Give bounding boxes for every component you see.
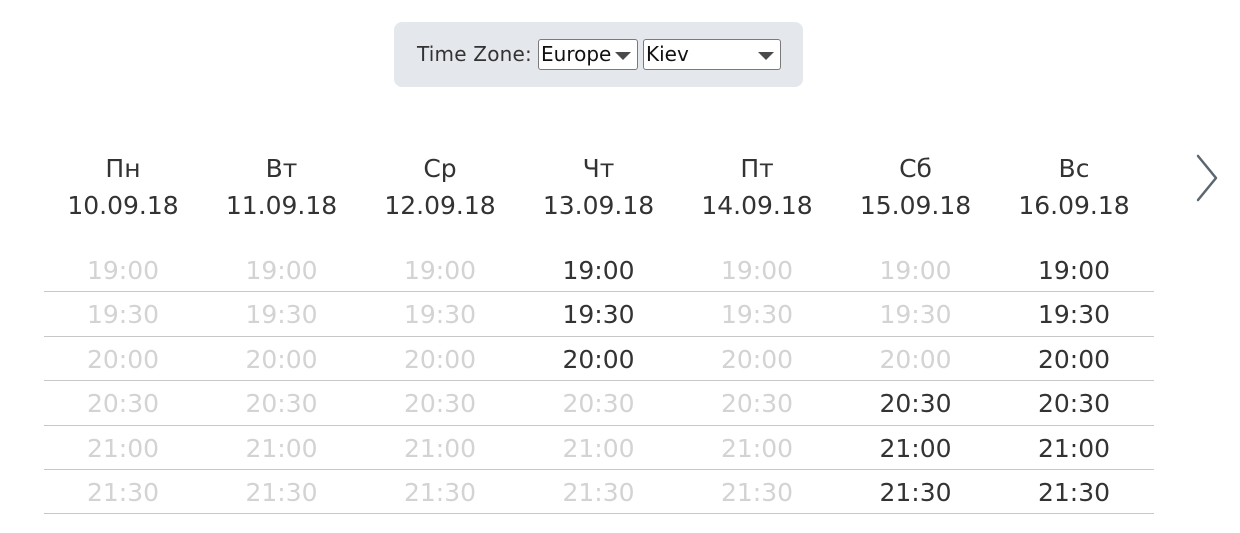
time-slot-unavailable: 21:00 <box>86 433 160 463</box>
time-slot-unavailable: 21:30 <box>562 477 635 507</box>
day-header: Ср 12.09.18 <box>360 150 520 224</box>
caret-down-icon <box>615 52 631 60</box>
time-slot-available[interactable]: 19:30 <box>562 300 635 330</box>
time-slot-unavailable: 21:30 <box>245 477 318 507</box>
day-header: Вс 16.09.18 <box>994 150 1154 224</box>
day-header: Чт 13.09.18 <box>519 150 679 224</box>
time-slot-unavailable: 19:00 <box>245 256 318 285</box>
day-weekday: Чт <box>582 154 615 183</box>
time-slot-unavailable: 20:00 <box>245 344 318 374</box>
time-slot-unavailable: 19:30 <box>720 300 794 330</box>
time-row: 19:00 19:00 19:00 19:00 19:00 19:00 19:00 <box>44 248 1154 293</box>
time-row: 21:30 21:30 21:30 21:30 21:30 21:30 21:30 <box>44 470 1154 515</box>
next-week-button[interactable] <box>1190 148 1224 208</box>
time-slot-unavailable: 21:30 <box>720 477 794 507</box>
day-weekday: Вс <box>1058 154 1090 183</box>
time-slot-unavailable: 19:30 <box>245 300 318 330</box>
time-slot-unavailable: 20:00 <box>879 344 952 374</box>
time-row: 19:30 19:30 19:30 19:30 19:30 19:30 19:30 <box>44 292 1154 337</box>
timezone-label: Time Zone: <box>417 42 532 66</box>
timezone-city-select[interactable]: Kiev <box>643 39 781 70</box>
chevron-right-icon <box>1196 154 1218 202</box>
time-slot-available[interactable]: 21:30 <box>879 477 952 507</box>
time-slot-unavailable: 21:00 <box>245 433 318 463</box>
day-date: 16.09.18 <box>1018 191 1130 220</box>
day-weekday: Пн <box>105 154 141 183</box>
time-slot-available[interactable]: 20:30 <box>1037 389 1111 419</box>
time-slot-available[interactable]: 19:30 <box>1037 300 1111 330</box>
day-date: 12.09.18 <box>384 191 496 220</box>
time-slot-unavailable: 21:00 <box>562 433 635 463</box>
time-slot-unavailable: 20:30 <box>86 389 160 419</box>
time-slot-unavailable: 20:30 <box>720 389 794 419</box>
day-header: Пн 10.09.18 <box>43 150 203 224</box>
time-slot-available[interactable]: 21:30 <box>1037 477 1111 507</box>
timezone-panel: Time Zone: Europe Kiev <box>394 22 803 87</box>
time-row: 20:30 20:30 20:30 20:30 20:30 20:30 20:30 <box>44 381 1154 426</box>
day-weekday: Сб <box>899 154 932 183</box>
time-slot-unavailable: 19:00 <box>879 256 952 285</box>
time-slot-unavailable: 21:00 <box>720 433 794 463</box>
time-slot-available[interactable]: 19:00 <box>562 256 635 285</box>
time-slot-unavailable: 20:00 <box>403 344 477 374</box>
day-header: Сб 15.09.18 <box>836 150 996 224</box>
time-slot-unavailable: 19:30 <box>879 300 952 330</box>
time-slot-available[interactable]: 20:30 <box>879 389 952 419</box>
day-weekday: Вт <box>265 154 298 183</box>
day-date: 14.09.18 <box>701 191 813 220</box>
time-slot-unavailable: 20:30 <box>562 389 635 419</box>
time-slot-unavailable: 19:30 <box>86 300 160 330</box>
day-date: 13.09.18 <box>542 191 655 220</box>
time-slot-available[interactable]: 21:00 <box>879 433 952 463</box>
timezone-city-value: Kiev <box>646 42 689 66</box>
time-slot-unavailable: 20:00 <box>86 344 160 374</box>
time-slot-available[interactable]: 20:00 <box>1037 344 1111 374</box>
time-slot-available[interactable]: 20:00 <box>562 344 635 374</box>
day-date: 10.09.18 <box>67 191 179 220</box>
time-row: 20:00 20:00 20:00 20:00 20:00 20:00 20:00 <box>44 337 1154 382</box>
day-header: Вт 11.09.18 <box>202 150 362 224</box>
time-slot-unavailable: 19:00 <box>720 256 794 285</box>
time-slot-available[interactable]: 21:00 <box>1037 433 1111 463</box>
day-header: Пт 14.09.18 <box>677 150 837 224</box>
time-row: 21:00 21:00 21:00 21:00 21:00 21:00 21:00 <box>44 426 1154 470</box>
time-slot-available[interactable]: 19:00 <box>1037 256 1111 285</box>
time-slot-unavailable: 19:30 <box>403 300 477 330</box>
day-weekday: Ср <box>423 154 457 183</box>
day-date: 11.09.18 <box>225 191 338 220</box>
day-weekday: Пт <box>740 154 774 183</box>
timezone-region-select[interactable]: Europe <box>538 39 638 70</box>
time-slot-unavailable: 19:00 <box>86 256 160 285</box>
timezone-region-value: Europe <box>541 42 612 66</box>
time-slot-unavailable: 21:30 <box>403 477 477 507</box>
time-slot-unavailable: 20:30 <box>245 389 318 419</box>
time-slot-unavailable: 21:00 <box>403 433 477 463</box>
time-slot-unavailable: 20:00 <box>720 344 794 374</box>
time-slot-grid: 19:00 19:00 19:00 19:00 19:00 19:00 19:00 19:30… <box>44 248 1154 515</box>
caret-down-icon <box>758 52 774 60</box>
time-slot-unavailable: 21:30 <box>86 477 160 507</box>
time-slot-unavailable: 20:30 <box>403 389 477 419</box>
time-slot-unavailable: 19:00 <box>403 256 477 285</box>
day-date: 15.09.18 <box>859 191 972 220</box>
